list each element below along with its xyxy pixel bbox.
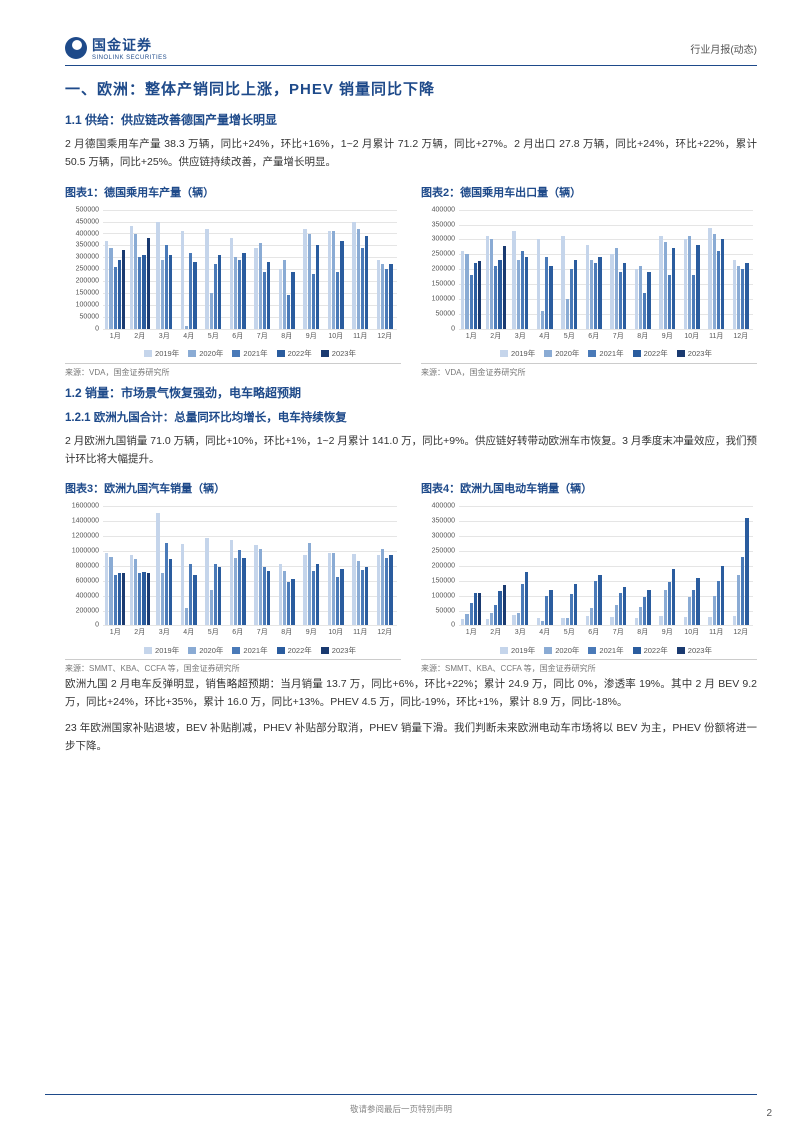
chart2-source: 来源：VDA，国金证券研究所 xyxy=(421,363,757,378)
chart4-source: 来源：SMMT、KBA、CCFA 等，国金证券研究所 xyxy=(421,659,757,674)
footer-line xyxy=(45,1094,757,1095)
logo-icon xyxy=(65,37,87,59)
chart3-source: 来源：SMMT、KBA、CCFA 等，国金证券研究所 xyxy=(65,659,401,674)
chart2-title: 图表2：德国乘用车出口量（辆） xyxy=(421,184,757,200)
chart4-title: 图表4：欧洲九国电动车销量（辆） xyxy=(421,480,757,496)
paragraph-2: 欧洲九国 2 月电车反弹明显，销售略超预期：当月销量 13.7 万，同比+6%，… xyxy=(65,676,757,712)
chart1: 0500001000001500002000002500003000003500… xyxy=(65,206,401,361)
chart2: 0500001000001500002000002500003000003500… xyxy=(421,206,757,361)
section-1-2-1-title: 1.2.1 欧洲九国合计：总量同环比均增长，电车持续恢复 xyxy=(65,409,757,425)
chart3-title: 图表3：欧洲九国汽车销量（辆） xyxy=(65,480,401,496)
section-1-2-1-text: 2 月欧洲九国销量 71.0 万辆，同比+10%，环比+1%，1~2 月累计 1… xyxy=(65,433,757,469)
section-1-2-title: 1.2 销量：市场景气恢复强劲，电车略超预期 xyxy=(65,384,757,401)
logo-text-en: SINOLINK SECURITIES xyxy=(92,55,167,61)
footer-text: 敬请参阅最后一页特别声明 xyxy=(0,1103,802,1115)
chart1-title: 图表1：德国乘用车产量（辆） xyxy=(65,184,401,200)
page-number: 2 xyxy=(766,1108,772,1119)
header-doc-type: 行业月报(动态) xyxy=(690,41,757,56)
page-header: 国金证券 SINOLINK SECURITIES 行业月报(动态) xyxy=(65,35,757,66)
chart4: 0500001000001500002000002500003000003500… xyxy=(421,502,757,657)
chart1-source: 来源：VDA，国金证券研究所 xyxy=(65,363,401,378)
chart3: 0200000400000600000800000100000012000001… xyxy=(65,502,401,657)
logo-text-cn: 国金证券 xyxy=(92,35,167,55)
section-1-1-title: 1.1 供给：供应链改善德国产量增长明显 xyxy=(65,111,757,128)
paragraph-3: 23 年欧洲国家补贴退坡，BEV 补贴削减，PHEV 补贴部分取消，PHEV 销… xyxy=(65,720,757,756)
section-1-title: 一、欧洲：整体产销同比上涨，PHEV 销量同比下降 xyxy=(65,78,757,99)
logo: 国金证券 SINOLINK SECURITIES xyxy=(65,35,167,61)
section-1-1-text: 2 月德国乘用车产量 38.3 万辆，同比+24%，环比+16%，1~2 月累计… xyxy=(65,136,757,172)
